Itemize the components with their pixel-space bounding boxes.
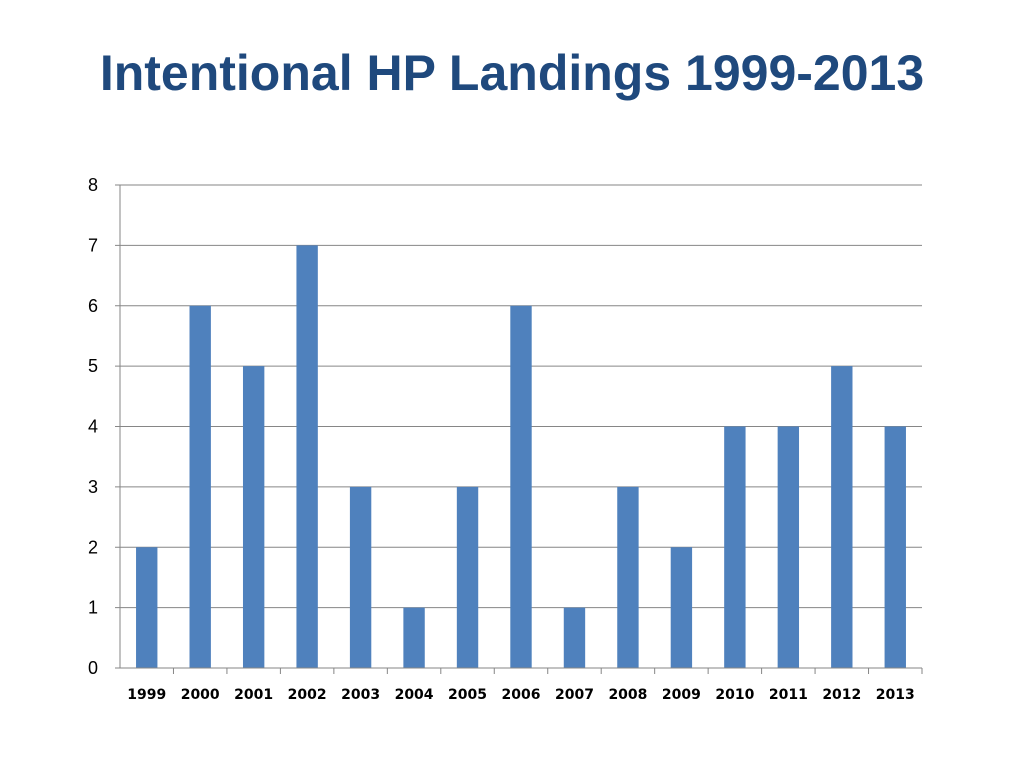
x-tick-label: 2000 <box>181 687 220 703</box>
x-tick-label: 2005 <box>448 687 487 703</box>
bar-2000 <box>189 305 211 668</box>
bar-2012 <box>831 366 853 668</box>
bar-2010 <box>724 426 746 668</box>
bar-2008 <box>617 486 639 668</box>
bar-2002 <box>296 245 318 668</box>
x-tick-label: 2002 <box>288 687 327 703</box>
y-tick-label: 6 <box>88 296 98 316</box>
x-tick-label: 2009 <box>662 687 701 703</box>
y-tick-label: 4 <box>88 417 98 437</box>
y-tick-label: 2 <box>88 537 98 557</box>
x-tick-label: 2001 <box>234 687 273 703</box>
y-tick-label: 1 <box>88 598 98 618</box>
x-tick-label: 2012 <box>822 687 861 703</box>
y-tick-label: 3 <box>88 477 98 497</box>
bar-2009 <box>670 547 693 668</box>
x-tick-label: 2010 <box>715 687 754 703</box>
x-tick-label: 2007 <box>555 687 594 703</box>
bar-2013 <box>884 426 906 668</box>
slide-title: Intentional HP Landings 1999-2013 <box>99 45 925 101</box>
x-tick-label: 2006 <box>502 687 541 703</box>
y-tick-label: 5 <box>88 356 98 376</box>
bar-2003 <box>349 486 372 668</box>
x-tick-label: 1999 <box>127 687 166 703</box>
tick-labels: 0 1 2 3 4 5 6 7 8 1999 2000 2001 2002 2003 2004 2005 200… <box>88 175 915 703</box>
y-tick-label: 0 <box>88 658 98 678</box>
x-tick-label: 2003 <box>341 687 380 703</box>
y-tick-label: 7 <box>88 235 98 255</box>
bar-2004 <box>403 607 425 668</box>
x-tick-label: 2008 <box>608 687 647 703</box>
x-tick-label: 2011 <box>769 687 808 703</box>
bar-2006 <box>510 305 532 668</box>
bars <box>136 245 906 668</box>
x-tick-label: 2013 <box>876 687 915 703</box>
bar-2007 <box>563 607 586 668</box>
bar-2011 <box>777 426 800 668</box>
x-tick-label: 2004 <box>395 687 434 703</box>
bar-2001 <box>242 366 265 668</box>
y-tick-label: 8 <box>88 175 98 195</box>
bar-2005 <box>456 486 479 668</box>
bar-1999 <box>136 547 158 668</box>
axes <box>115 184 923 674</box>
